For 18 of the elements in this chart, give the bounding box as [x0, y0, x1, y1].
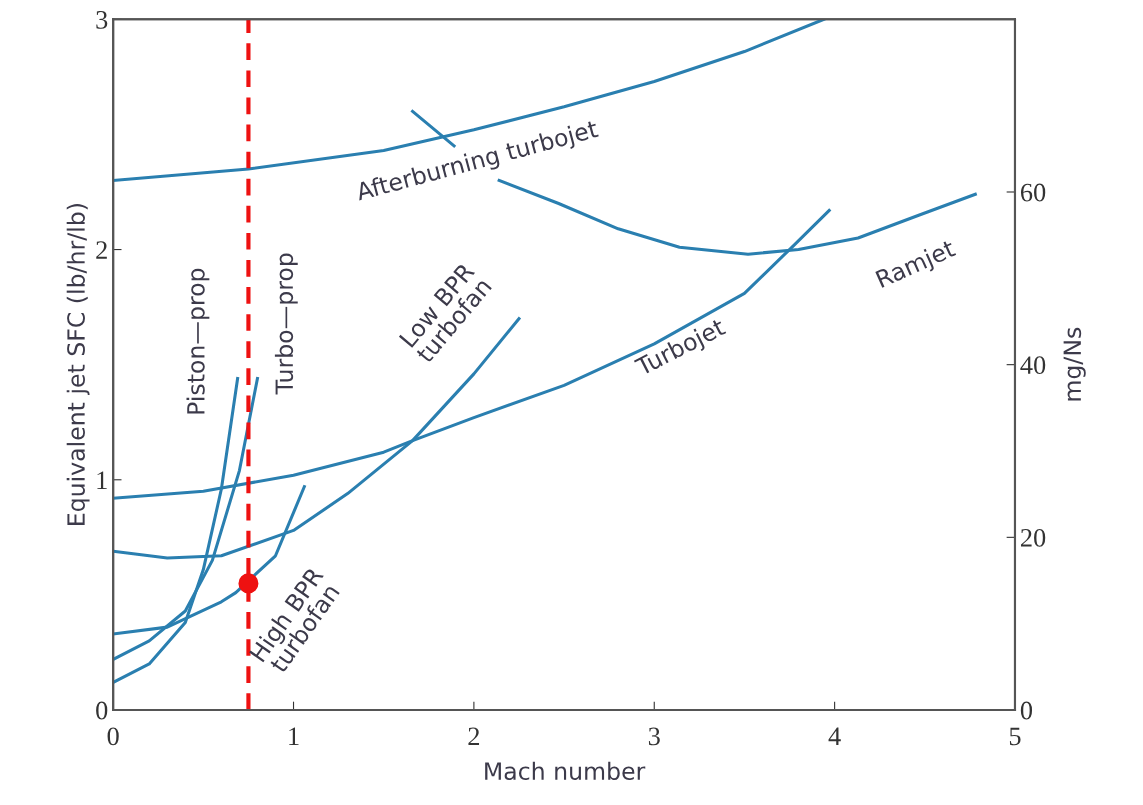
x-axis-title: Mach number: [485, 761, 646, 780]
y2-tick-label: 60: [1020, 183, 1046, 202]
y-tick-label: 3: [96, 11, 108, 29]
y-tick-label: 0: [96, 701, 108, 720]
x-tick-label: 5: [1009, 727, 1021, 746]
x-tick-label: 3: [648, 727, 660, 746]
text: Piston—prop: [186, 268, 210, 414]
x-tick-label: 4: [828, 727, 841, 745]
text: Turbo—prop: [274, 253, 298, 395]
x-tick-label: 1: [289, 727, 299, 745]
y-tick-label: 1: [97, 471, 107, 489]
y-axis-title: Equivalent jet SFC (lb/hr/lb): [66, 204, 90, 525]
y2-axis-title: mg/Ns: [1063, 327, 1086, 401]
y2-tick-label: 0: [1020, 701, 1033, 720]
y2-tick-label: 40: [1020, 356, 1046, 375]
y2-tick-label: 20: [1021, 528, 1046, 547]
y-tick-label: 2: [96, 241, 107, 259]
x-tick-label: 2: [468, 727, 480, 745]
